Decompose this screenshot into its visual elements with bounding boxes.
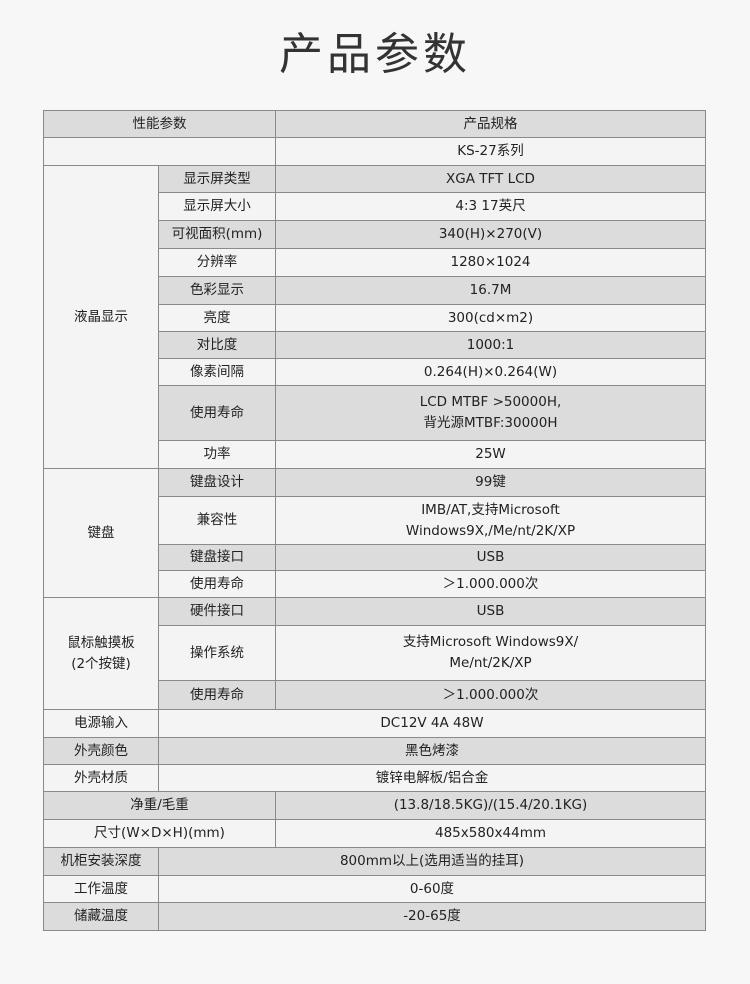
table-row: 操作系统 支持Microsoft Windows9X/ Me/nt/2K/XP — [43, 625, 706, 681]
param-label: 键盘接口 — [158, 544, 276, 571]
param-label: 亮度 — [158, 304, 276, 332]
param-label: 外壳颜色 — [43, 737, 159, 765]
param-value: -20-65度 — [158, 902, 706, 931]
page-title: 产品参数 — [279, 29, 471, 80]
param-value: 0-60度 — [158, 875, 706, 903]
param-value: ＞1.000.000次 — [275, 570, 706, 598]
param-label: 分辨率 — [158, 248, 276, 277]
empty-cell — [43, 137, 276, 166]
table-row: 工作温度 0-60度 — [43, 875, 706, 903]
param-value: 300(cd×m2) — [275, 304, 706, 332]
group-label: 液晶显示 — [43, 165, 159, 469]
table-row: 使用寿命 LCD MTBF >50000H, 背光源MTBF:30000H — [43, 385, 706, 441]
param-label: 对比度 — [158, 331, 276, 359]
param-label: 键盘设计 — [158, 468, 276, 497]
param-value: DC12V 4A 48W — [158, 709, 706, 738]
param-value: 支持Microsoft Windows9X/ Me/nt/2K/XP — [275, 625, 706, 681]
param-value: USB — [275, 597, 706, 626]
param-value: 1000:1 — [275, 331, 706, 359]
param-value: 镀锌电解板/铝合金 — [158, 764, 706, 792]
param-label: 可视面积(mm) — [158, 220, 276, 249]
param-value: 黑色烤漆 — [158, 737, 706, 765]
param-label: 色彩显示 — [158, 276, 276, 305]
param-label: 像素间隔 — [158, 358, 276, 386]
table-row: 尺寸(W×D×H)(mm) 485x580x44mm — [43, 819, 706, 848]
param-value: 4:3 17英尺 — [275, 192, 706, 221]
param-label: 硬件接口 — [158, 597, 276, 626]
group-label: 鼠标触摸板 (2个按键) — [43, 597, 159, 710]
table-row: 电源输入 DC12V 4A 48W — [43, 709, 706, 738]
param-value: 485x580x44mm — [275, 819, 706, 848]
param-label: 显示屏类型 — [158, 165, 276, 193]
table-row: KS-27系列 — [43, 137, 706, 166]
param-label: 使用寿命 — [158, 385, 276, 441]
param-label: 使用寿命 — [158, 680, 276, 710]
param-label: 电源输入 — [43, 709, 159, 738]
param-value: 0.264(H)×0.264(W) — [275, 358, 706, 386]
table-row: 性能参数 产品规格 — [43, 110, 706, 138]
param-label: 使用寿命 — [158, 570, 276, 598]
param-value: IMB/AT,支持Microsoft Windows9X,/Me/nt/2K/X… — [275, 496, 706, 545]
param-label: 工作温度 — [43, 875, 159, 903]
param-value: XGA TFT LCD — [275, 165, 706, 193]
param-label: 操作系统 — [158, 625, 276, 681]
table-row: 液晶显示 显示屏类型 XGA TFT LCD — [43, 165, 706, 469]
param-label: 尺寸(W×D×H)(mm) — [43, 819, 276, 848]
param-value: 99键 — [275, 468, 706, 497]
table-row: 鼠标触摸板 (2个按键) 硬件接口 USB — [43, 597, 706, 710]
header-spec: 产品规格 — [275, 110, 706, 138]
table-row: 外壳材质 镀锌电解板/铝合金 — [43, 764, 706, 792]
param-label: 功率 — [158, 440, 276, 469]
table-row: 机柜安装深度 800mm以上(选用适当的挂耳) — [43, 847, 706, 876]
header-param: 性能参数 — [43, 110, 276, 138]
param-label: 兼容性 — [158, 496, 276, 545]
param-label: 净重/毛重 — [43, 791, 276, 820]
param-value: ＞1.000.000次 — [275, 680, 706, 710]
table-row: 键盘 键盘设计 99键 — [43, 468, 706, 598]
model-value: KS-27系列 — [275, 137, 706, 166]
param-value: 800mm以上(选用适当的挂耳) — [158, 847, 706, 876]
param-label: 外壳材质 — [43, 764, 159, 792]
param-value: 25W — [275, 440, 706, 469]
param-value: 1280×1024 — [275, 248, 706, 277]
param-label: 显示屏大小 — [158, 192, 276, 221]
param-value: LCD MTBF >50000H, 背光源MTBF:30000H — [275, 385, 706, 441]
table-row: 外壳颜色 黑色烤漆 — [43, 737, 706, 765]
param-value: USB — [275, 544, 706, 571]
param-value: 340(H)×270(V) — [275, 220, 706, 249]
table-row: 储藏温度 -20-65度 — [43, 902, 706, 931]
param-label: 机柜安装深度 — [43, 847, 159, 876]
param-value: (13.8/18.5KG)/(15.4/20.1KG) — [275, 791, 706, 820]
param-value: 16.7M — [275, 276, 706, 305]
group-label: 键盘 — [43, 468, 159, 598]
table-row: 净重/毛重 (13.8/18.5KG)/(15.4/20.1KG) — [43, 791, 706, 820]
param-label: 储藏温度 — [43, 902, 159, 931]
spec-table: 性能参数 产品规格 KS-27系列 液晶显示 显示屏类型 XGA TFT LCD 显示屏大小… — [43, 110, 706, 931]
